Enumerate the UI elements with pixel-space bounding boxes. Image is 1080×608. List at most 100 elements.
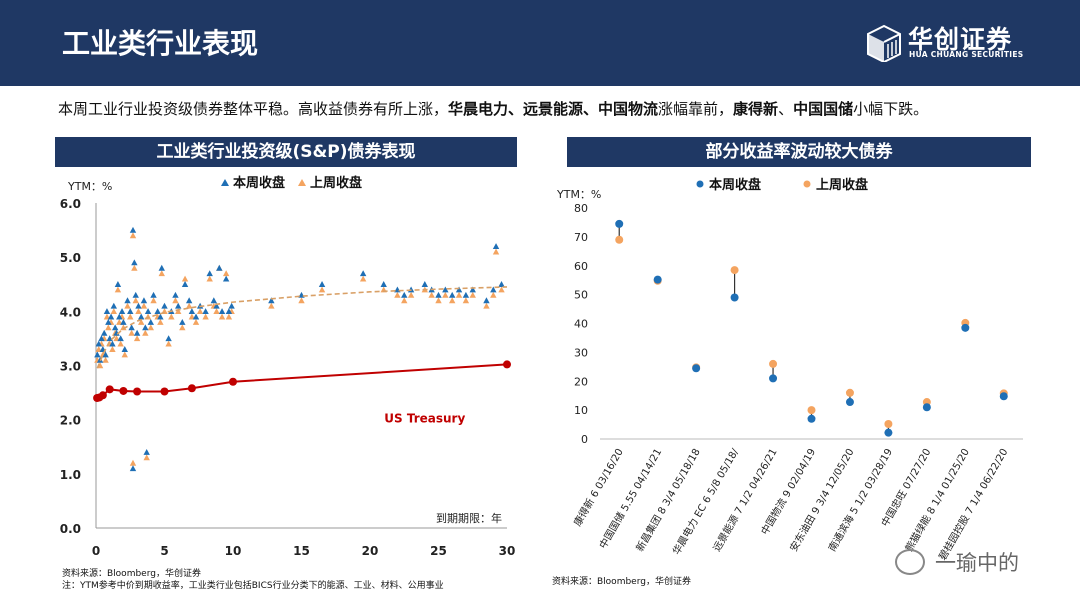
point-this-week	[492, 243, 500, 250]
point-last-week	[132, 297, 139, 304]
summary-seg4: 小幅下跌。	[853, 100, 929, 118]
point-this-week	[380, 281, 387, 287]
point-this-week	[140, 297, 148, 304]
point-this-week	[107, 313, 115, 320]
point-this-week	[175, 302, 182, 309]
point-this-week	[142, 324, 149, 331]
point-last-week	[138, 318, 145, 325]
point-this-week	[121, 346, 128, 352]
treasury-point	[133, 387, 142, 396]
point-this-week	[95, 340, 102, 347]
left-source: 资料来源：Bloomberg，华创证券	[62, 569, 201, 579]
point-last-week	[120, 324, 127, 331]
point-this-week	[188, 308, 196, 315]
point-this-week	[318, 281, 326, 287]
point-this-week	[129, 226, 137, 233]
x-axis-label: 到期期限：年	[436, 511, 502, 525]
point-this-week	[961, 323, 970, 332]
y-tick-label: 0.0	[60, 522, 81, 536]
point-this-week	[268, 297, 275, 304]
point-this-week	[127, 308, 134, 315]
point-last-week	[157, 318, 164, 325]
point-this-week	[114, 281, 122, 287]
point-this-week	[845, 398, 854, 407]
treasury-point	[98, 391, 107, 400]
point-this-week	[884, 428, 893, 437]
point-this-week	[116, 313, 123, 320]
point-this-week	[101, 329, 108, 336]
point-this-week	[172, 291, 179, 298]
point-last-week	[168, 313, 175, 320]
point-this-week	[401, 291, 408, 298]
y-tick-label: 50	[574, 289, 588, 302]
point-last-week	[150, 297, 157, 304]
point-this-week	[118, 308, 126, 315]
treasury-line	[96, 363, 508, 399]
point-last-week	[615, 235, 624, 244]
point-last-week	[462, 297, 470, 304]
point-last-week	[483, 302, 490, 309]
point-last-week	[105, 324, 112, 331]
point-last-week	[110, 308, 118, 315]
point-last-week	[298, 297, 305, 304]
point-last-week	[769, 359, 778, 368]
point-this-week	[999, 392, 1008, 401]
point-last-week	[103, 313, 111, 320]
point-this-week	[110, 302, 118, 309]
point-this-week	[730, 293, 739, 302]
point-last-week	[124, 302, 131, 309]
y-tick-label: 0	[581, 433, 588, 446]
point-this-week	[435, 291, 442, 298]
point-this-week	[421, 281, 428, 287]
point-last-week	[213, 308, 220, 315]
point-last-week	[359, 275, 367, 282]
point-this-week	[455, 286, 463, 293]
point-this-week	[143, 448, 150, 455]
point-this-week	[109, 340, 116, 347]
point-last-week	[185, 302, 193, 309]
point-this-week	[124, 297, 131, 304]
x-tick-label: 25	[430, 544, 447, 558]
treasury-point	[105, 385, 114, 394]
right-source: 资料来源：Bloomberg，华创证券	[552, 577, 691, 587]
point-last-week	[175, 308, 182, 315]
point-this-week	[135, 302, 142, 309]
wechat-icon	[895, 549, 925, 575]
x-tick-label: 15	[293, 544, 310, 558]
point-last-week	[114, 286, 122, 293]
legend: 本周收盘 上周收盘	[696, 177, 868, 193]
legend-label-this-week: 本周收盘	[709, 177, 761, 193]
page-title: 工业类行业表现	[62, 27, 259, 60]
point-this-week	[147, 318, 154, 325]
point-last-week	[95, 346, 102, 352]
point-last-week	[188, 313, 196, 320]
point-last-week	[179, 324, 186, 331]
treasury-point	[503, 360, 511, 369]
point-this-week	[483, 297, 490, 304]
point-this-week	[692, 364, 701, 373]
y-tick-label: 70	[574, 231, 588, 244]
point-this-week	[218, 308, 226, 315]
point-this-week	[181, 281, 189, 287]
point-this-week	[102, 351, 109, 358]
legend-marker-this-week	[221, 179, 229, 186]
point-this-week	[449, 291, 456, 298]
point-last-week	[492, 248, 500, 255]
category-label: 熊猫绿能 8 1/4 01/25/20	[902, 446, 972, 554]
point-this-week	[442, 286, 449, 293]
legend-marker-last-week	[803, 180, 811, 188]
point-this-week	[154, 308, 161, 315]
point-this-week	[206, 270, 213, 277]
summary-seg1: 本周工业行业投资级债券整体平稳。高收益债券有所上涨，	[58, 100, 449, 118]
y-tick-label: 5.0	[60, 251, 81, 265]
point-this-week	[105, 318, 112, 325]
point-this-week	[161, 302, 168, 309]
point-this-week	[202, 308, 209, 315]
category-label: 安东油田 9 3/4 12/05/20	[787, 446, 857, 554]
point-last-week	[206, 275, 213, 282]
summary-seg3: 、	[778, 100, 794, 118]
point-last-week	[131, 264, 138, 271]
point-last-week	[127, 313, 134, 320]
point-last-week	[407, 291, 415, 298]
point-this-week	[138, 313, 145, 320]
